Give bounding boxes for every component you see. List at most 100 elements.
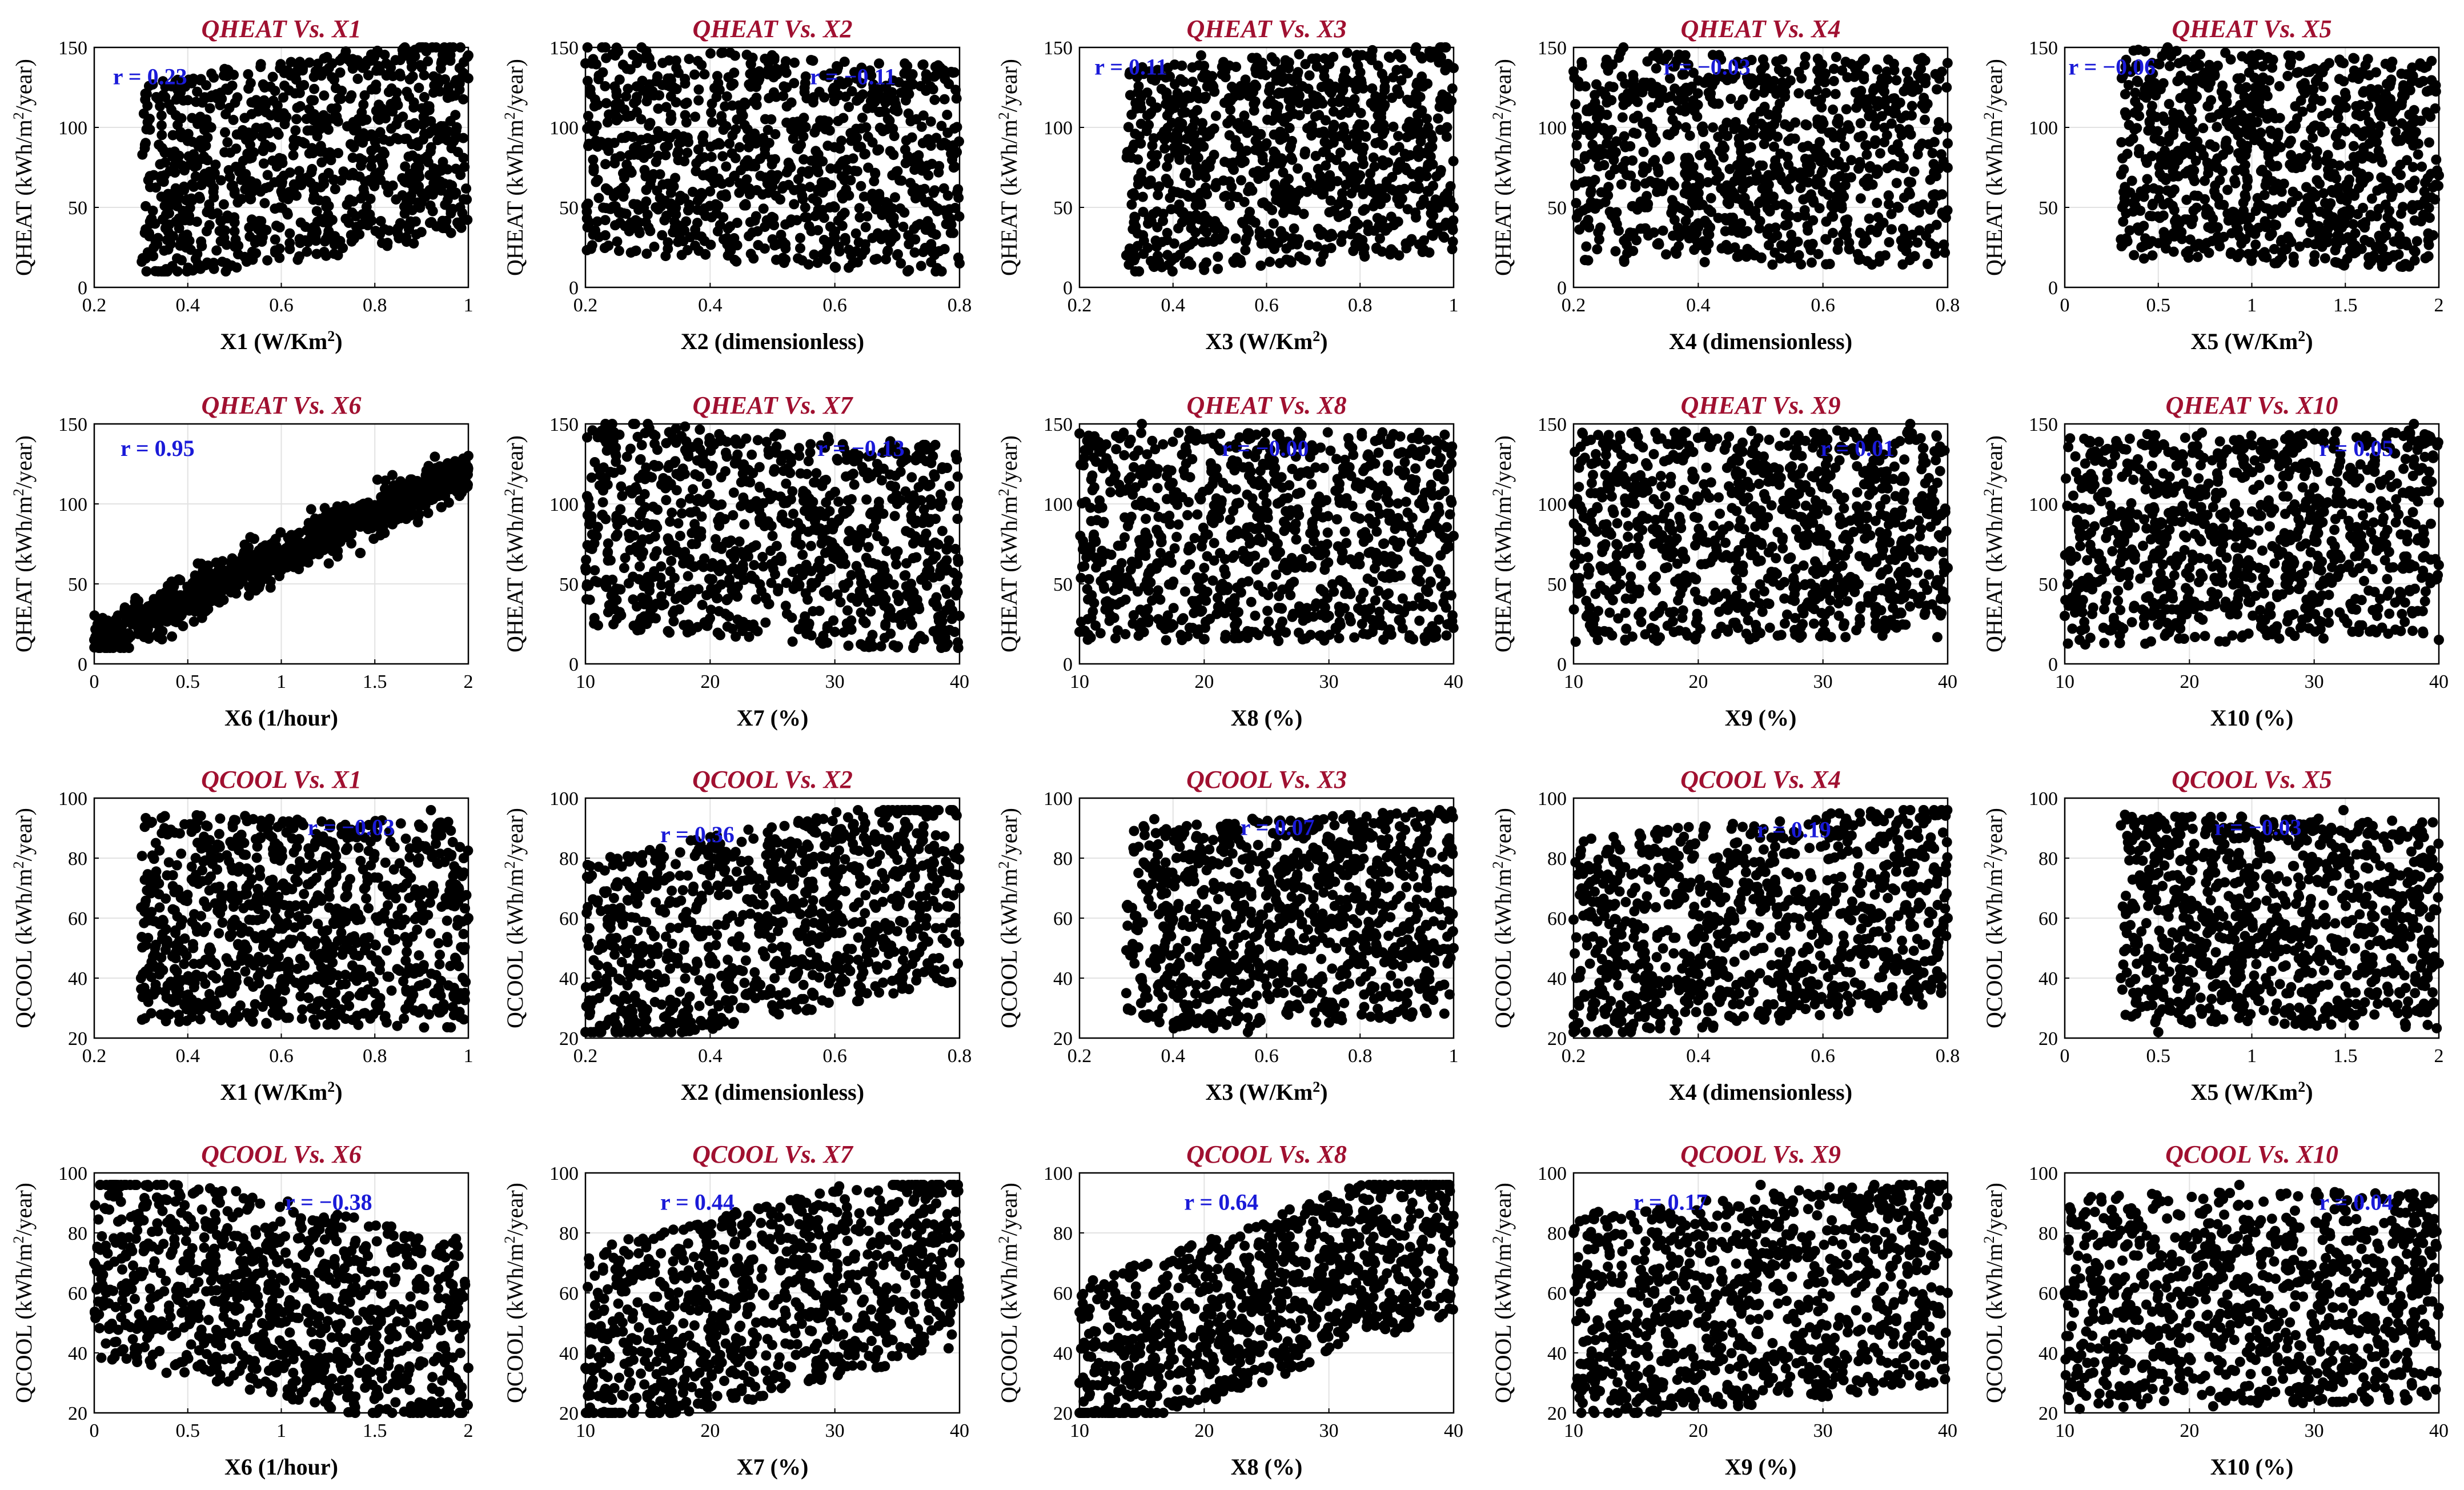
scatter-point	[1163, 153, 1174, 163]
scatter-point	[1901, 110, 1911, 121]
scatter-point	[1930, 249, 1940, 259]
scatter-point	[1338, 122, 1349, 132]
scatter-point	[903, 86, 913, 97]
scatter-point	[1324, 232, 1334, 242]
scatter-point	[1680, 153, 1691, 163]
scatter-point	[1311, 151, 1321, 161]
scatter-point	[1255, 130, 1266, 140]
scatter-point	[1378, 155, 1388, 166]
x-tick-label: 1	[1449, 295, 1459, 316]
scatter-point	[800, 83, 810, 93]
y-tick-label: 150	[1044, 38, 1073, 59]
scatter-point	[1221, 191, 1231, 201]
scatter-point	[419, 92, 430, 102]
scatter-point	[755, 171, 765, 181]
scatter-point	[276, 186, 287, 197]
scatter-point	[375, 65, 385, 75]
scatter-point	[581, 201, 592, 211]
scatter-point	[411, 229, 422, 239]
scatter-point	[711, 199, 721, 210]
scatter-point	[155, 159, 165, 170]
scatter-point	[2256, 166, 2266, 177]
scatter-point	[904, 239, 914, 249]
scatter-point	[2363, 54, 2373, 64]
scatter-point	[253, 106, 263, 117]
scatter-point	[1669, 181, 1679, 191]
scatter-point	[713, 226, 723, 237]
y-axis-label: QHEAT (kWh/m2​/year)	[10, 59, 37, 276]
scatter-point	[294, 166, 304, 176]
scatter-point	[258, 79, 268, 90]
scatter-point	[2353, 74, 2363, 84]
scatter-point	[793, 253, 803, 263]
scatter-point	[603, 241, 613, 251]
x-tick-label: 0.6	[1811, 295, 1835, 316]
x-tick-label: 0.4	[698, 295, 723, 316]
scatter-point	[690, 241, 700, 251]
scatter-point	[1393, 131, 1403, 141]
scatter-point	[705, 49, 716, 59]
scatter-point	[2207, 236, 2217, 246]
scatter-point	[1930, 189, 1940, 199]
scatter-point	[311, 235, 321, 246]
scatter-point	[436, 63, 446, 74]
scatter-point	[1311, 99, 1321, 109]
scatter-point	[609, 81, 620, 91]
scatter-point	[665, 115, 676, 126]
scatter-point	[929, 95, 940, 105]
scatter-point	[1371, 243, 1382, 254]
scatter-point	[140, 139, 150, 150]
scatter-point	[2330, 245, 2341, 255]
scatter-point	[659, 215, 669, 226]
scatter-point	[1336, 237, 1346, 247]
scatter-point	[922, 134, 933, 145]
scatter-point	[854, 203, 865, 213]
scatter-point	[690, 111, 700, 122]
scatter-point	[2281, 203, 2292, 214]
scatter-point	[1681, 216, 1691, 226]
scatter-point	[619, 191, 629, 202]
scatter-point	[2218, 92, 2228, 102]
scatter-point	[1191, 91, 1202, 101]
scatter-point	[585, 89, 596, 99]
scatter-point	[752, 185, 762, 195]
scatter-point	[296, 180, 306, 190]
scatter-point	[1133, 179, 1143, 190]
x-axis-label: X2 (dimensionless)	[681, 329, 864, 354]
scatter-point	[295, 101, 306, 111]
scatter-point	[2289, 251, 2299, 262]
scatter-point	[1856, 118, 1866, 129]
scatter-point	[649, 242, 660, 252]
scatter-point	[609, 158, 620, 169]
scatter-point	[2269, 185, 2279, 195]
scatter-point	[2284, 138, 2294, 149]
scatter-point	[306, 95, 316, 105]
scatter-point	[419, 70, 430, 81]
scatter-point	[358, 99, 368, 110]
scatter-point	[1861, 175, 1872, 185]
scatter-point	[1891, 75, 1901, 86]
scatter-point	[677, 250, 687, 260]
scatter-point	[1746, 142, 1756, 153]
scatter-point	[230, 226, 240, 237]
scatter-point	[232, 197, 243, 207]
scatter-point	[2381, 59, 2391, 69]
scatter-point	[346, 90, 356, 101]
scatter-point	[1628, 201, 1638, 211]
scatter-point	[1706, 207, 1716, 217]
scatter-point	[1651, 63, 1662, 74]
scatter-point	[1275, 227, 1286, 238]
scatter-point	[1299, 149, 1310, 159]
scatter-point	[1259, 197, 1269, 207]
scatter-point	[836, 135, 846, 146]
scatter-point	[1805, 242, 1815, 253]
scatter-point	[1858, 55, 1868, 66]
scatter-point	[402, 197, 412, 207]
scatter-point	[736, 106, 747, 117]
scatter-point	[1794, 250, 1804, 261]
scatter-point	[259, 198, 270, 209]
scatter-point	[1199, 61, 1209, 71]
scatter-point	[2334, 161, 2345, 171]
scatter-point	[2250, 229, 2260, 239]
scatter-point	[608, 202, 618, 212]
